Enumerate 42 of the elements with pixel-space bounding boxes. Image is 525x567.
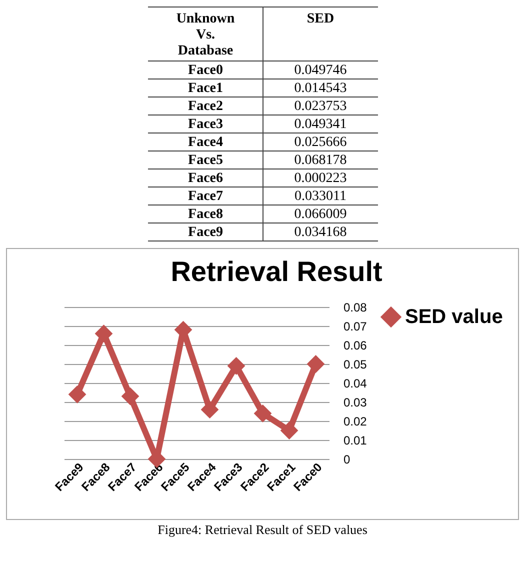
y-tick-label: 0.08 — [344, 300, 368, 314]
y-tick-label: 0.07 — [344, 320, 368, 334]
point — [306, 355, 325, 373]
point — [68, 385, 86, 404]
point — [200, 400, 219, 419]
category-label: Face7 — [188, 189, 222, 204]
category-label: Face5 — [188, 153, 222, 168]
y-tick-label: 0.03 — [344, 396, 368, 410]
data-label: 0.066009 — [294, 207, 346, 222]
data-label: 0.033011 — [294, 189, 346, 204]
data-label: 0.000223 — [294, 171, 346, 186]
data-label: 0.023753 — [294, 99, 346, 114]
data-label: 0.014543 — [294, 81, 346, 96]
point — [121, 387, 140, 406]
category-label: Face8 — [188, 207, 222, 222]
y-tick-label: 0.01 — [344, 434, 368, 448]
data-label: 0.049746 — [294, 63, 346, 78]
point — [94, 324, 113, 343]
category-label: Face3 — [188, 117, 222, 132]
point — [280, 422, 298, 440]
y-tick-label: 0.06 — [344, 338, 368, 352]
data-label: 0.025666 — [294, 135, 346, 150]
text: SED — [306, 12, 334, 26]
point — [227, 356, 246, 375]
point — [254, 404, 272, 422]
category-label: Face1 — [188, 81, 222, 96]
category-label: Face4 — [188, 135, 222, 150]
category-label: Face9 — [188, 225, 222, 240]
data-label: 0.068178 — [294, 153, 346, 168]
legend-label: SED value — [405, 306, 503, 328]
y-tick-label: 0.05 — [344, 358, 368, 372]
y-tick-label: 0 — [344, 452, 350, 466]
chart-title: Retrieval Result — [170, 256, 382, 287]
y-tick-label: 0.02 — [344, 414, 368, 428]
category-label: Face6 — [188, 171, 222, 186]
data-label: 0.049341 — [294, 117, 346, 132]
data-label: 0.034168 — [294, 225, 346, 240]
caption: Figure4: Retrieval Result of SED values — [156, 522, 368, 538]
text: Unknown Vs. Database — [176, 12, 234, 58]
category-label: Face0 — [188, 63, 222, 78]
category-label: Face2 — [188, 99, 222, 114]
y-tick-label: 0.04 — [344, 376, 368, 390]
